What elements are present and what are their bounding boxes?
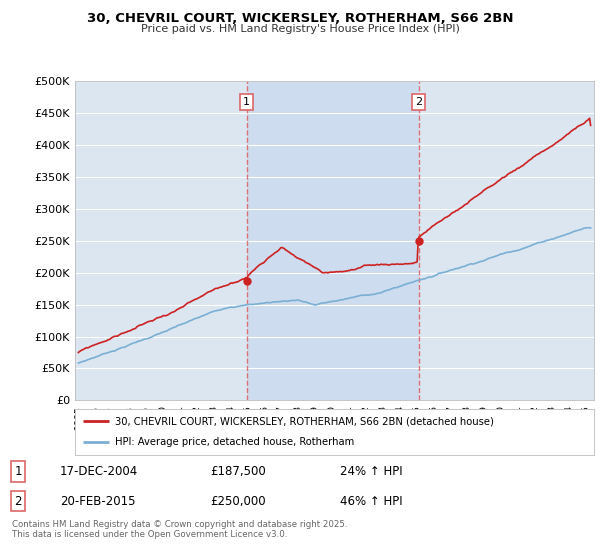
Text: 24% ↑ HPI: 24% ↑ HPI — [340, 465, 403, 478]
Text: 46% ↑ HPI: 46% ↑ HPI — [340, 495, 403, 508]
Text: 20-FEB-2015: 20-FEB-2015 — [60, 495, 136, 508]
Text: 2: 2 — [14, 495, 22, 508]
Text: £250,000: £250,000 — [210, 495, 266, 508]
Text: 17-DEC-2004: 17-DEC-2004 — [60, 465, 138, 478]
Text: HPI: Average price, detached house, Rotherham: HPI: Average price, detached house, Roth… — [115, 437, 355, 447]
Text: £187,500: £187,500 — [210, 465, 266, 478]
Text: Contains HM Land Registry data © Crown copyright and database right 2025.
This d: Contains HM Land Registry data © Crown c… — [12, 520, 347, 539]
Bar — [247, 81, 419, 400]
Text: Price paid vs. HM Land Registry's House Price Index (HPI): Price paid vs. HM Land Registry's House … — [140, 24, 460, 34]
Text: 1: 1 — [14, 465, 22, 478]
Text: 30, CHEVRIL COURT, WICKERSLEY, ROTHERHAM, S66 2BN (detached house): 30, CHEVRIL COURT, WICKERSLEY, ROTHERHAM… — [115, 416, 494, 426]
Text: 30, CHEVRIL COURT, WICKERSLEY, ROTHERHAM, S66 2BN: 30, CHEVRIL COURT, WICKERSLEY, ROTHERHAM… — [87, 12, 513, 25]
Text: 1: 1 — [243, 97, 250, 107]
Text: 2: 2 — [415, 97, 422, 107]
